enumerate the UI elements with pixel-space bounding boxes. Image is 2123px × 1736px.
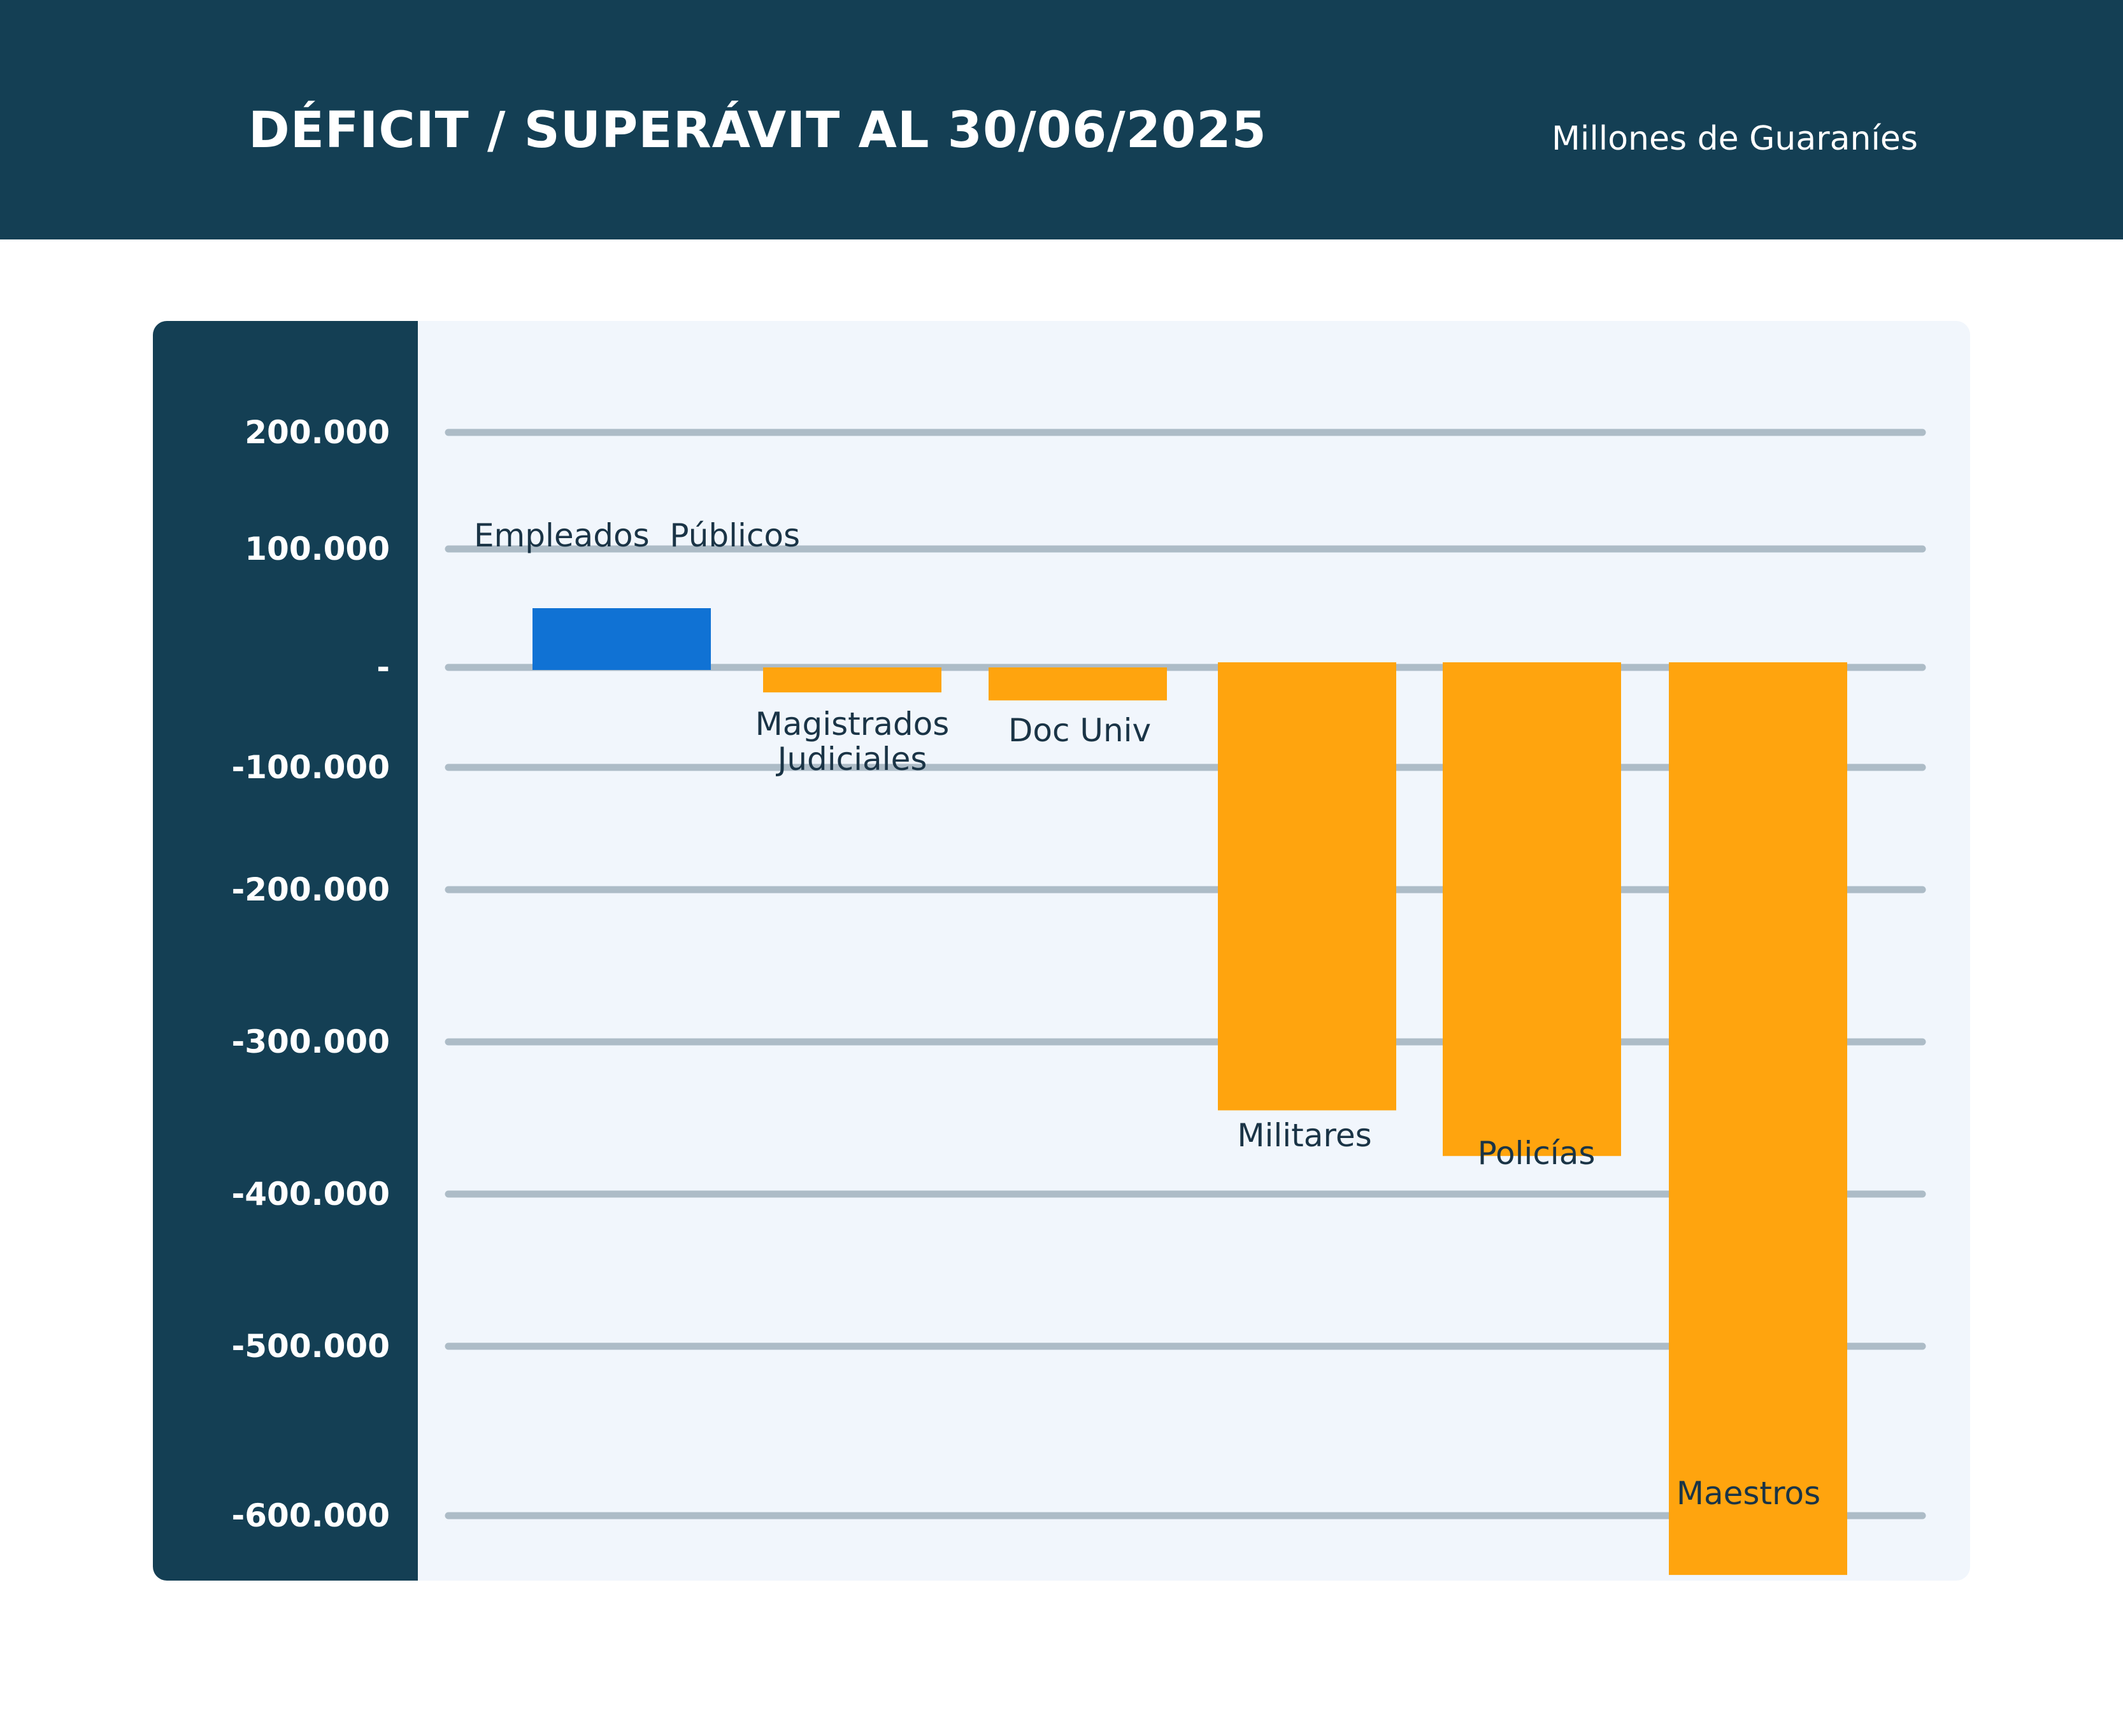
- category-label: Militares: [1237, 1117, 1371, 1154]
- y-axis-panel: [153, 321, 418, 1581]
- units-label: Millones de Guaraníes: [1552, 120, 1918, 158]
- bar: [533, 608, 711, 670]
- bar-chart: 200.000 100.000 - -100.000 -200.000 -300.000 -…: [232, 414, 1926, 1576]
- bar: [1443, 662, 1621, 1156]
- y-tick-label: -100.000: [232, 749, 390, 786]
- y-tick-label: -200.000: [232, 871, 390, 908]
- y-tick-label: -400.000: [232, 1176, 390, 1213]
- y-tick-label: -: [376, 649, 390, 686]
- y-tick-label: -600.000: [232, 1497, 390, 1534]
- category-label: Doc Univ: [1008, 712, 1151, 749]
- y-tick-label: -300.000: [232, 1023, 390, 1060]
- bar: [1669, 662, 1847, 1576]
- category-label: Magistrados: [755, 706, 950, 743]
- category-label: Empleados Públicos: [474, 517, 800, 554]
- y-tick-label: 200.000: [245, 414, 390, 451]
- category-label: Policías: [1478, 1135, 1596, 1172]
- chart-card: 200.000 100.000 - -100.000 -200.000 -300.000 -…: [153, 321, 1970, 1581]
- header-banner: DÉFICIT / SUPERÁVIT AL 30/06/2025 Millon…: [0, 0, 2123, 239]
- y-tick-label: 100.000: [245, 530, 390, 567]
- chart-title: DÉFICIT / SUPERÁVIT AL 30/06/2025: [248, 102, 1267, 159]
- bar: [763, 667, 941, 693]
- category-label: Judiciales: [776, 741, 927, 778]
- bar: [1218, 662, 1396, 1111]
- y-tick-label: -500.000: [232, 1328, 390, 1365]
- bar: [989, 667, 1167, 701]
- category-label: Maestros: [1676, 1475, 1820, 1512]
